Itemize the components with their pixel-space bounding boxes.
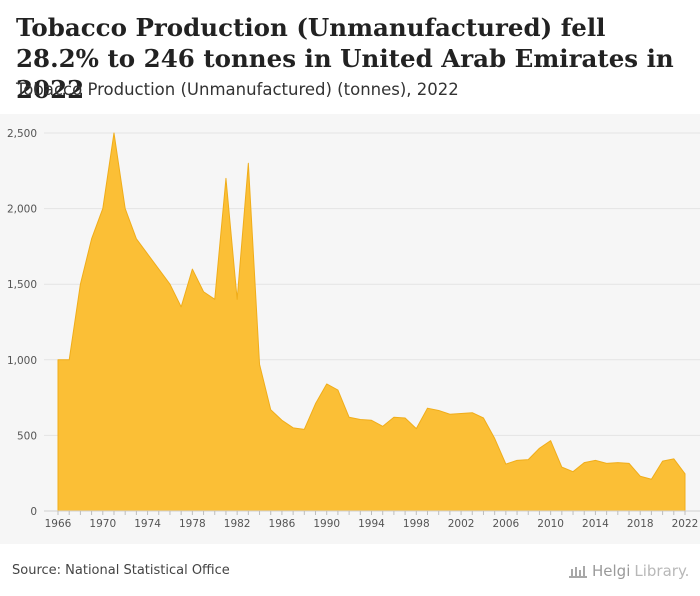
y-tick-label: 0: [30, 506, 37, 518]
source-note: Source: National Statistical Office: [12, 563, 230, 578]
x-tick-label: 1998: [403, 518, 430, 530]
x-tick-label: 2018: [627, 518, 654, 530]
y-axis-ticks: 0 500 1,000 1,500 2,000 2,500: [7, 128, 37, 518]
helgi-library-logo[interactable]: Helgi Library.: [568, 562, 689, 580]
area-series: [57, 132, 686, 512]
x-tick-label: 1974: [134, 518, 161, 530]
x-tick-label: 2006: [492, 518, 519, 530]
logo-text-suffix: Library.: [634, 562, 690, 580]
library-building-icon: [569, 566, 587, 578]
chart-title: Tobacco Production (Unmanufactured) fell…: [16, 13, 674, 104]
x-axis-ticks: 1966 1970 1974 1978 1982 1986 1990 1994 1998 2002…: [44, 510, 700, 530]
x-tick-label: 1990: [313, 518, 340, 530]
y-tick-label: 2,500: [7, 128, 37, 140]
x-tick-label: 2022: [672, 518, 699, 530]
y-tick-label: 1,000: [7, 355, 37, 367]
y-tick-label: 1,500: [7, 279, 37, 291]
y-tick-label: 500: [17, 430, 37, 442]
x-tick-label: 1982: [224, 518, 251, 530]
chart-subtitle: Tobacco Production (Unmanufactured) (ton…: [16, 80, 459, 99]
y-tick-label: 2,000: [7, 204, 37, 216]
x-tick-label: 1970: [89, 518, 116, 530]
x-tick-label: 1978: [179, 518, 206, 530]
x-tick-label: 2010: [537, 518, 564, 530]
series-area: [57, 132, 686, 512]
x-tick-label: 1986: [269, 518, 296, 530]
x-tick-label: 1966: [45, 518, 72, 530]
x-tick-label: 2002: [448, 518, 475, 530]
x-tick-label: 1994: [358, 518, 385, 530]
logo-text-main: Helgi: [592, 562, 631, 580]
x-tick-label: 2014: [582, 518, 609, 530]
